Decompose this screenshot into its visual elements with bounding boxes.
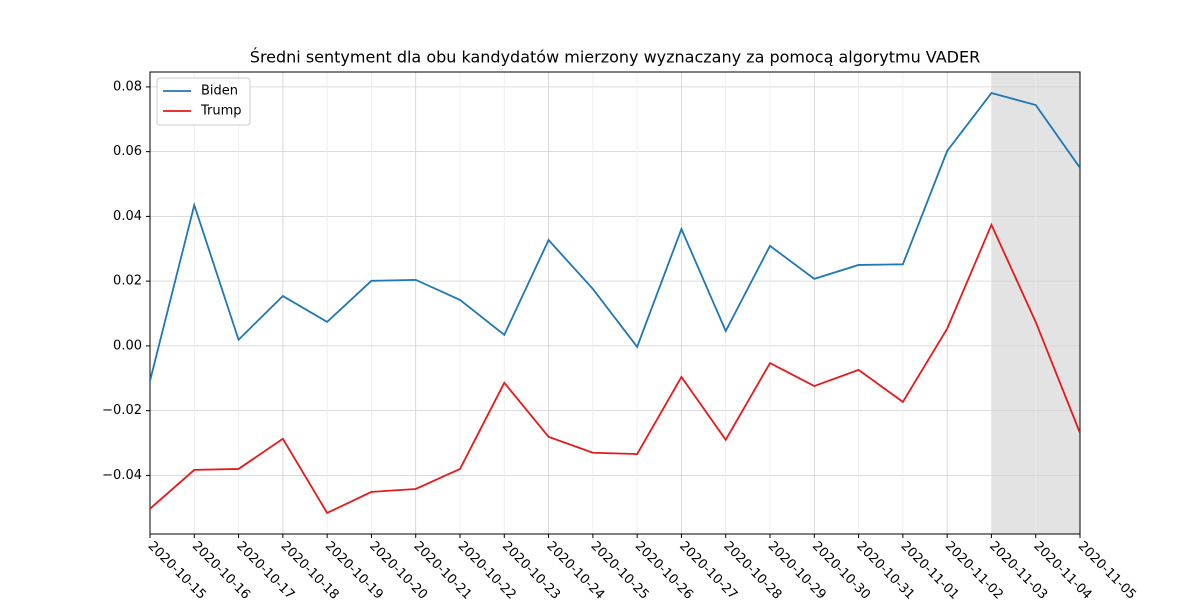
y-tick-label: 0.08 <box>113 79 142 94</box>
y-tick-label: −0.02 <box>102 403 142 418</box>
plot-frame <box>149 71 1081 535</box>
legend-label: Trump <box>200 104 242 119</box>
legend-label: Biden <box>201 84 238 99</box>
chart-title: Średni sentyment dla obu kandydatów mier… <box>250 48 980 67</box>
legend-box <box>156 77 251 126</box>
line-series <box>150 92 1080 382</box>
y-tick-label: 0.04 <box>113 209 142 224</box>
y-tick-label: −0.04 <box>102 468 142 483</box>
y-tick-label: 0.00 <box>113 338 142 353</box>
line-series <box>150 222 1080 515</box>
y-tick-label: 0.06 <box>113 144 142 159</box>
y-tick-label: 0.02 <box>113 274 142 289</box>
